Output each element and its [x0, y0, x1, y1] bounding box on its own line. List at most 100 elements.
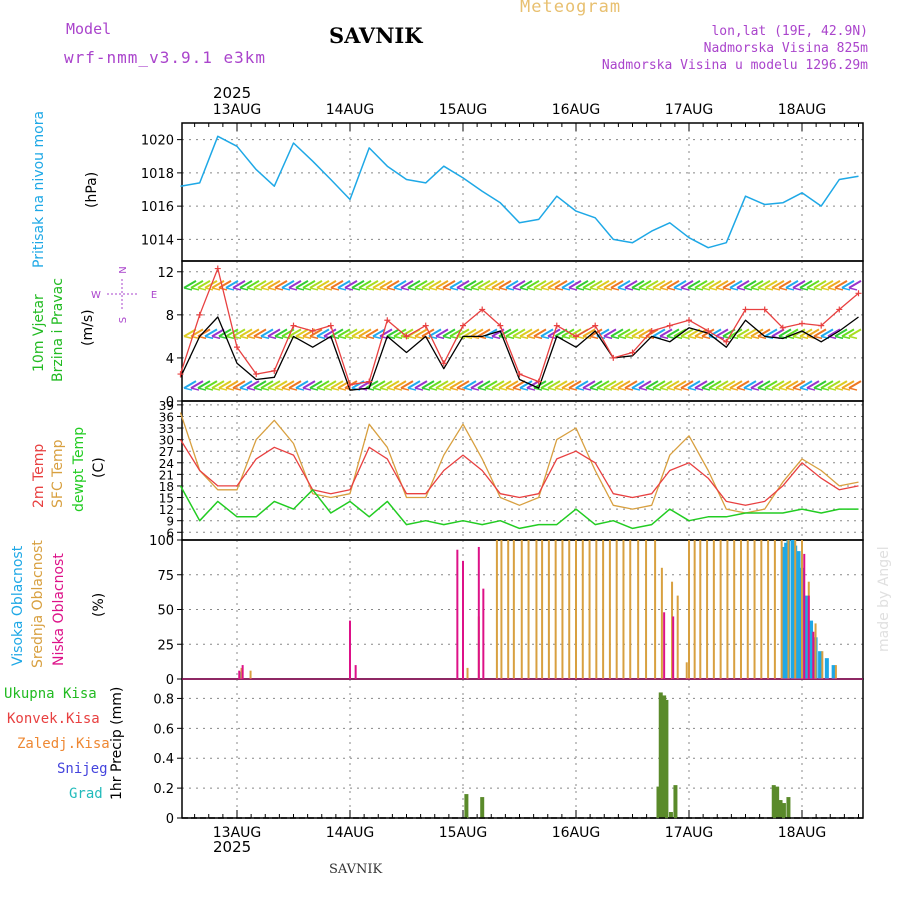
- wind-barb-0: [232, 280, 246, 289]
- wind-barb-0: [827, 280, 841, 289]
- cloud-bar-1-24: [629, 540, 632, 679]
- altitude-text: Nadmorska Visina 825m: [703, 41, 868, 56]
- wind-barb-1: [309, 328, 323, 338]
- day-label-top-13AUG: 13AUG: [213, 102, 262, 118]
- wind-barb-0: [225, 280, 239, 289]
- wind-gust-marker: [855, 290, 862, 297]
- wind-gust-marker: [347, 381, 353, 388]
- wind-gust-marker: [366, 378, 373, 385]
- wind-barb-tail-2: [197, 387, 207, 391]
- wind-barb-tail-2: [673, 387, 683, 391]
- wind-barb-0: [407, 280, 421, 289]
- wind-barb-1: [715, 328, 729, 338]
- cloud-bar-1-21: [608, 540, 611, 679]
- precip-bar-3: [658, 692, 663, 818]
- wind-barb-tail-0: [351, 287, 361, 291]
- wind-barb-tail-0: [554, 287, 564, 291]
- wind-barb-2: [295, 380, 309, 389]
- station-title: SAVNIK: [329, 23, 423, 48]
- wind-gust-marker: [610, 354, 617, 361]
- wind-barb-2: [771, 380, 785, 389]
- wind-barb-tail-0: [225, 287, 235, 291]
- wind-barb-1: [757, 328, 771, 338]
- wind-barb-2: [813, 380, 827, 389]
- ytick-label-2-3: 15: [159, 492, 174, 506]
- wind-barb-tail-2: [652, 387, 662, 391]
- wind-barb-tail-0: [246, 287, 256, 291]
- wind-barb-1: [533, 328, 547, 338]
- wind-barb-tail-0: [281, 287, 291, 291]
- cloud-bar-0-2: [784, 542, 789, 679]
- wind-barb-2: [323, 380, 337, 389]
- wind-barb-tail-1: [666, 335, 676, 340]
- wind-barb-tail-2: [239, 387, 249, 391]
- wind-barb-tail-2: [260, 387, 270, 391]
- wind-barb-tail-2: [183, 387, 193, 391]
- wind-barb-tail-2: [736, 387, 746, 391]
- frozen-rain-label: Zaledj.Kisa: [17, 736, 110, 752]
- wind-barb-2: [428, 380, 442, 389]
- wind-barb-2: [736, 380, 750, 389]
- wind-barb-tail-2: [407, 387, 417, 391]
- ytick-label-1-1: 4: [166, 352, 174, 367]
- wind-gust-marker: [629, 349, 636, 356]
- precip-bar-1: [480, 797, 485, 818]
- cloud-bar-1-9: [527, 540, 530, 679]
- wind-barb-tail-1: [204, 335, 214, 340]
- wind-barb-0: [281, 280, 295, 289]
- wind-barb-tail-1: [267, 335, 277, 340]
- cloud-bar-0-1: [781, 546, 786, 679]
- wind-barb-0: [694, 280, 708, 289]
- wind-barb-1: [526, 328, 540, 338]
- cloud-bar-0-6: [796, 551, 801, 679]
- wind-barb-2: [715, 380, 729, 389]
- wind-barb-tail-0: [330, 287, 340, 291]
- wind-barb-2: [680, 380, 694, 389]
- wind-barb-tail-0: [715, 287, 725, 291]
- wind-gust-marker: [271, 367, 278, 374]
- wind-barb-tail-0: [211, 287, 221, 291]
- wind-gust-marker: [403, 333, 410, 340]
- day-label-bottom-15AUG: 15AUG: [439, 825, 488, 841]
- wind-barb-2: [393, 380, 407, 389]
- wind-barb-tail-2: [274, 387, 284, 391]
- wind-barb-0: [302, 280, 316, 289]
- wind-barb-1: [610, 328, 624, 338]
- wind-barb-tail-0: [701, 287, 711, 291]
- wind-barb-tail-0: [603, 287, 613, 291]
- wind-barb-tail-0: [316, 287, 326, 291]
- precip-bar-4: [662, 695, 667, 818]
- wind-barb-tail-1: [253, 335, 263, 340]
- wind-barb-tail-2: [414, 387, 424, 391]
- wind-barb-1: [771, 328, 785, 338]
- wind-barb-2: [400, 380, 414, 389]
- wind-barb-tail-1: [540, 335, 550, 340]
- wind-barb-tail-2: [295, 387, 305, 391]
- wind-barb-tail-0: [582, 287, 592, 291]
- wind-barb-2: [673, 380, 687, 389]
- cloud-bar-1-5: [500, 540, 503, 679]
- wind-barb-tail-2: [554, 387, 564, 391]
- wind-barb-2: [841, 380, 855, 389]
- wind-barb-tail-0: [813, 287, 823, 291]
- wind-barb-0: [757, 280, 771, 289]
- cloud-bar-2-1: [241, 665, 244, 679]
- cloud-bar-2-11: [807, 595, 810, 679]
- wind-barb-tail-2: [561, 387, 571, 391]
- wind-barb-tail-0: [302, 287, 312, 291]
- day-label-top-17AUG: 17AUG: [665, 102, 714, 118]
- wind-barb-2: [547, 380, 561, 389]
- wind-barb-tail-0: [764, 287, 774, 291]
- wind-barb-tail-1: [722, 335, 732, 340]
- model-name: wrf-nmm_v3.9.1 e3km: [64, 48, 267, 67]
- wind-barb-0: [358, 280, 372, 289]
- wind-barb-tail-0: [785, 287, 795, 291]
- ytick-label-0-2: 1018: [141, 167, 174, 182]
- wind-barb-0: [435, 280, 449, 289]
- wind-barb-2: [638, 380, 652, 389]
- cloud-bar-1-29: [671, 581, 674, 679]
- wind-barb-tail-0: [680, 287, 690, 291]
- wind-barb-1: [463, 328, 477, 338]
- cloud-bar-1-25: [637, 540, 640, 679]
- wind-barb-0: [316, 280, 330, 289]
